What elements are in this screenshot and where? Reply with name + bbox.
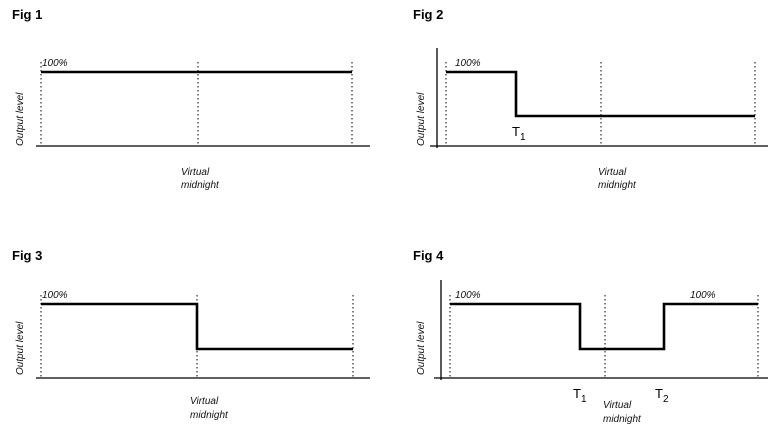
fig3-panel: Fig 3 Output level 100% Virtual midnight [12,248,370,421]
fig4-title: Fig 4 [413,248,444,263]
fig3-title: Fig 3 [12,248,42,263]
fig1-y-axis-label: Output level [15,92,26,146]
fig4-panel: Fig 4 Output level 100% 100% T1 T2 Virtu… [413,248,768,425]
fig1-panel: Fig 1 Output level 100% Virtual midnight [12,7,370,191]
fig4-midnight-label-line1: Virtual [603,400,632,411]
fig3-midnight-label-line1: Virtual [190,396,219,407]
fig4-t2-label: T2 [655,386,669,405]
fig2-midnight-label-line1: Virtual [598,167,627,178]
fig4-level-label-left: 100% [455,290,481,301]
fig4-t1-label: T1 [573,386,587,405]
fig2-title: Fig 2 [413,7,443,22]
fig2-midnight-label-line2: midnight [598,180,637,191]
fig3-midnight-label-line2: midnight [190,410,229,421]
fig4-level-label-right: 100% [690,290,716,301]
fig2-t1-label: T1 [512,124,526,143]
fig4-midnight-label-line2: midnight [603,414,642,425]
fig1-title: Fig 1 [12,7,42,22]
fig3-level-label: 100% [42,290,68,301]
fig1-level-label: 100% [42,58,68,69]
fig2-panel: Fig 2 Output level 100% T1 Virtual midni… [413,7,768,191]
fig3-output-level-line [41,302,353,351]
fig4-y-axis-label: Output level [416,321,427,375]
fig3-y-axis-label: Output level [15,321,26,375]
fig4-output-level-line [450,302,758,351]
fig2-y-axis-label: Output level [416,92,427,146]
fig1-midnight-label-line1: Virtual [181,167,210,178]
fig2-level-label: 100% [455,58,481,69]
fig2-output-level-line [446,70,755,118]
fig1-midnight-label-line2: midnight [181,180,220,191]
